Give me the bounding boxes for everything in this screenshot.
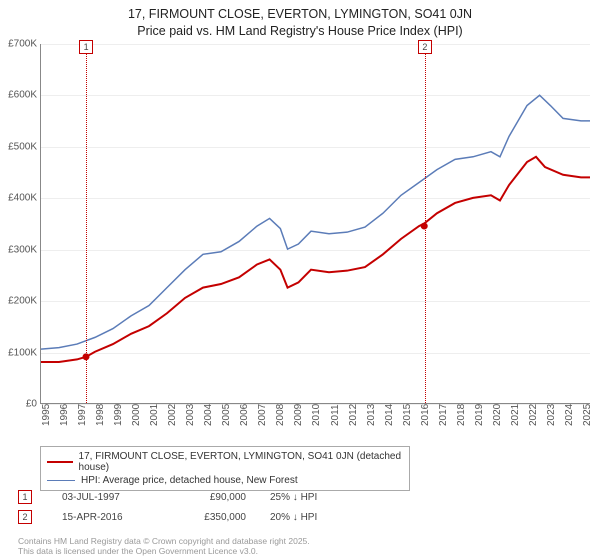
events-table: 1 03-JUL-1997 £90,000 25% ↓ HPI 2 15-APR-2016… <box>18 490 390 530</box>
x-tick-label: 2022 <box>528 404 539 426</box>
x-tick-label: 2008 <box>275 404 286 426</box>
sale-marker-badge: 2 <box>418 40 432 54</box>
sale-marker-line <box>425 44 426 403</box>
y-tick-label: £500K <box>1 141 37 152</box>
legend-label: 17, FIRMOUNT CLOSE, EVERTON, LYMINGTON, … <box>79 451 403 473</box>
legend-swatch <box>47 461 73 463</box>
x-tick-label: 2013 <box>366 404 377 426</box>
x-tick-label: 2006 <box>239 404 250 426</box>
y-tick-label: £100K <box>1 347 37 358</box>
x-tick-label: 2007 <box>257 404 268 426</box>
x-tick-label: 1995 <box>41 404 52 426</box>
footer-line-1: Contains HM Land Registry data © Crown c… <box>18 536 310 546</box>
y-tick-label: £700K <box>1 39 37 50</box>
x-tick-label: 2020 <box>492 404 503 426</box>
sale-price: £350,000 <box>176 512 246 523</box>
sale-row: 1 03-JUL-1997 £90,000 25% ↓ HPI <box>18 490 390 504</box>
legend: 17, FIRMOUNT CLOSE, EVERTON, LYMINGTON, … <box>40 446 410 491</box>
price-chart: 17, FIRMOUNT CLOSE, EVERTON, LYMINGTON, … <box>0 0 600 560</box>
legend-item: 17, FIRMOUNT CLOSE, EVERTON, LYMINGTON, … <box>47 450 403 474</box>
x-tick-label: 2017 <box>438 404 449 426</box>
x-tick-label: 2002 <box>167 404 178 426</box>
x-tick-label: 2001 <box>149 404 160 426</box>
chart-title: 17, FIRMOUNT CLOSE, EVERTON, LYMINGTON, … <box>0 0 600 40</box>
x-tick-label: 2003 <box>185 404 196 426</box>
footer-line-2: This data is licensed under the Open Gov… <box>18 546 310 556</box>
x-tick-label: 2012 <box>348 404 359 426</box>
x-tick-label: 2005 <box>221 404 232 426</box>
x-tick-label: 2010 <box>311 404 322 426</box>
x-tick-label: 1996 <box>59 404 70 426</box>
sale-row-badge: 2 <box>18 510 32 524</box>
sale-row: 2 15-APR-2016 £350,000 20% ↓ HPI <box>18 510 390 524</box>
sale-date: 15-APR-2016 <box>62 512 152 523</box>
x-tick-label: 2014 <box>384 404 395 426</box>
y-tick-label: £300K <box>1 244 37 255</box>
footer-attribution: Contains HM Land Registry data © Crown c… <box>18 536 310 556</box>
x-tick-label: 2015 <box>402 404 413 426</box>
x-tick-label: 2025 <box>582 404 593 426</box>
y-tick-label: £400K <box>1 193 37 204</box>
legend-swatch <box>47 480 75 481</box>
sale-row-badge: 1 <box>18 490 32 504</box>
x-tick-label: 2018 <box>456 404 467 426</box>
sale-marker-line <box>86 44 87 403</box>
sale-price: £90,000 <box>176 492 246 503</box>
sale-marker-badge: 1 <box>79 40 93 54</box>
series-hpi <box>41 95 590 349</box>
x-tick-label: 1997 <box>77 404 88 426</box>
x-tick-label: 2000 <box>131 404 142 426</box>
x-tick-label: 2024 <box>564 404 575 426</box>
legend-label: HPI: Average price, detached house, New … <box>81 475 298 486</box>
y-tick-label: £0 <box>1 399 37 410</box>
x-tick-label: 2004 <box>203 404 214 426</box>
series-svg <box>41 44 590 403</box>
plot-area: £0£100K£200K£300K£400K£500K£600K£700K199… <box>40 44 590 404</box>
sale-hpi-diff: 25% ↓ HPI <box>270 492 390 503</box>
sale-hpi-diff: 20% ↓ HPI <box>270 512 390 523</box>
x-tick-label: 2023 <box>546 404 557 426</box>
x-tick-label: 1999 <box>113 404 124 426</box>
x-tick-label: 2016 <box>420 404 431 426</box>
x-tick-label: 2021 <box>510 404 521 426</box>
title-line-1: 17, FIRMOUNT CLOSE, EVERTON, LYMINGTON, … <box>0 6 600 23</box>
x-tick-label: 1998 <box>95 404 106 426</box>
x-tick-label: 2019 <box>474 404 485 426</box>
y-tick-label: £200K <box>1 296 37 307</box>
legend-item: HPI: Average price, detached house, New … <box>47 474 403 487</box>
x-tick-label: 2011 <box>330 404 341 426</box>
sale-date: 03-JUL-1997 <box>62 492 152 503</box>
series-property <box>41 157 590 362</box>
title-line-2: Price paid vs. HM Land Registry's House … <box>0 23 600 40</box>
y-tick-label: £600K <box>1 90 37 101</box>
x-tick-label: 2009 <box>293 404 304 426</box>
